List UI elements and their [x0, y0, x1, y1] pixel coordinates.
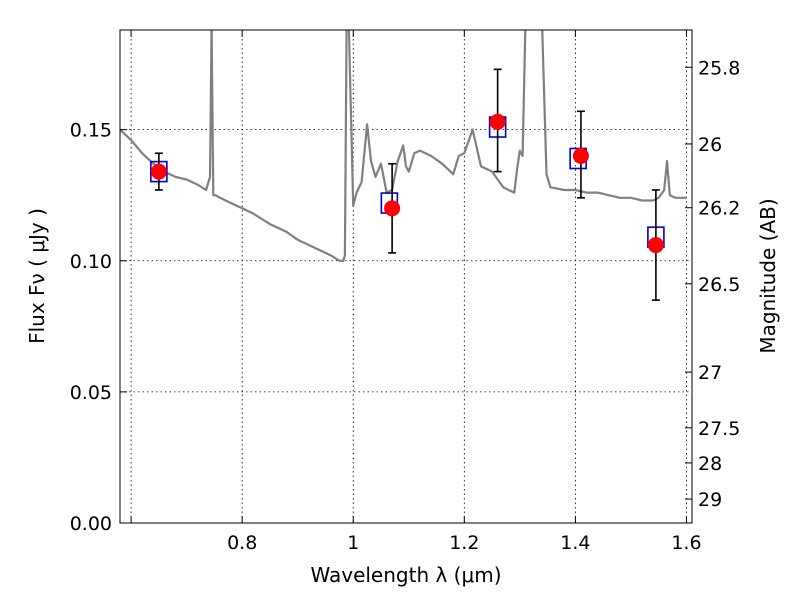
right-tick-label: 27	[698, 362, 722, 384]
right-tick-label: 29	[698, 489, 722, 511]
x-tick-label: 1.6	[671, 532, 701, 554]
plot-background	[120, 30, 692, 523]
observed-point	[150, 163, 167, 180]
y-axis-label: Flux Fν ( μJy )	[25, 208, 49, 344]
observed-point	[384, 200, 401, 217]
right-tick-label: 26.5	[698, 274, 740, 296]
observed-point	[572, 147, 589, 164]
plot-frame	[119, 29, 693, 524]
y-tick-label: 0.15	[70, 120, 112, 142]
template-spectrum-line	[120, 30, 687, 262]
observed-point	[489, 113, 506, 130]
ticks: 0.8 1 1.2 1.4 1.6 0.00 0.05 0.10 0.15 25.8 26 26.2 2…	[70, 30, 740, 554]
right-tick-label: 25.8	[698, 57, 740, 79]
series-layer	[120, 30, 687, 301]
x-tick-label: 1	[347, 532, 359, 554]
x-tick-label: 1.4	[560, 532, 590, 554]
y-tick-label: 0.05	[70, 382, 112, 404]
observed-point	[647, 237, 664, 254]
y-tick-label: 0.10	[70, 251, 112, 273]
right-tick-label: 28	[698, 453, 722, 475]
y-tick-label: 0.00	[70, 513, 112, 535]
right-tick-label: 26	[698, 134, 722, 156]
x-axis-label: Wavelength λ (μm)	[310, 563, 501, 587]
right-tick-label: 26.2	[698, 198, 740, 220]
y-axis-right-label: Magnitude (AB)	[756, 198, 780, 353]
x-tick-label: 0.8	[227, 532, 257, 554]
x-tick-label: 1.2	[449, 532, 479, 554]
right-tick-label: 27.5	[698, 418, 740, 440]
